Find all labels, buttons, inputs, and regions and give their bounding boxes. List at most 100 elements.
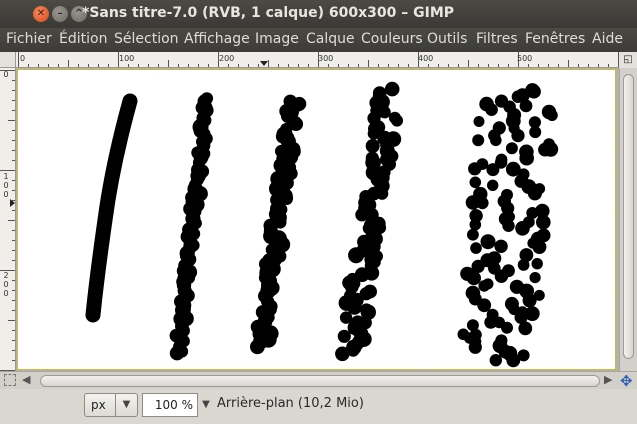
- ruler-label: 1 0 0: [3, 172, 9, 199]
- brush-dot: [519, 99, 533, 113]
- brush-dot: [526, 207, 539, 219]
- brush-dot: [470, 242, 482, 254]
- ruler-vertical[interactable]: 0 1 0 0 2 0 0: [0, 68, 16, 371]
- chevron-down-icon[interactable]: ▼: [115, 394, 137, 416]
- brush-dot: [346, 344, 360, 357]
- brush-dot: [538, 142, 552, 157]
- horizontal-scroll-row: ◀ ▶ ✥: [0, 371, 637, 390]
- menu-bar: Fichier Édition Sélection Affichage Imag…: [0, 28, 637, 52]
- close-icon[interactable]: ✕: [33, 6, 49, 22]
- chevron-down-icon[interactable]: ▼: [202, 399, 210, 410]
- layer-info: Arrière-plan (10,2 Mio): [217, 396, 364, 411]
- brush-dot: [529, 272, 541, 284]
- ruler-pointer-icon: [260, 61, 268, 66]
- ruler-label: 500: [517, 54, 533, 63]
- brush-dot: [466, 271, 481, 286]
- menu-edition[interactable]: Édition: [59, 31, 108, 47]
- brush-dot: [360, 304, 376, 320]
- brush-dot: [468, 162, 482, 176]
- brush-dot: [529, 126, 542, 139]
- zoom-value: 100 %: [154, 398, 193, 412]
- vertical-scrollbar-thumb[interactable]: [623, 74, 634, 359]
- brush-dot: [466, 319, 479, 332]
- brush-dot: [384, 81, 400, 97]
- canvas-area[interactable]: [16, 68, 619, 371]
- brush-dot: [367, 127, 380, 140]
- brush-dot: [531, 258, 543, 270]
- brush-dot: [339, 311, 353, 324]
- brush-dot: [473, 116, 485, 127]
- zoom-input[interactable]: 100 %: [142, 393, 198, 417]
- brush-dot: [518, 321, 533, 336]
- brush-dot: [468, 340, 482, 354]
- ruler-horizontal[interactable]: 0 100 200 300 400 500: [16, 52, 619, 68]
- brush-dot: [465, 195, 481, 210]
- brush-dot: [536, 214, 551, 230]
- brush-dot: [477, 298, 492, 313]
- ruler-vertical-ticks: [0, 70, 15, 371]
- unit-select[interactable]: px ▼: [84, 393, 138, 417]
- brush-dot: [505, 161, 521, 177]
- drawing: [85, 81, 559, 368]
- brush-dot: [337, 329, 351, 343]
- brush-dot: [263, 228, 280, 245]
- brush-dot: [469, 218, 482, 231]
- menu-filtres[interactable]: Filtres: [476, 31, 518, 47]
- brush-dot: [467, 228, 479, 241]
- ruler-label: 300: [318, 54, 334, 63]
- vertical-scrollbar[interactable]: [619, 68, 637, 371]
- window-title: *Sans titre-7.0 (RVB, 1 calque) 600x300 …: [82, 5, 455, 21]
- ruler-pointer-icon: [10, 199, 15, 207]
- brush-dot: [522, 293, 537, 308]
- brush-dot: [472, 134, 485, 147]
- menu-calque[interactable]: Calque: [306, 31, 355, 47]
- ruler-label: 0: [3, 70, 9, 79]
- brush-dot: [519, 248, 534, 262]
- menu-couleurs[interactable]: Couleurs: [361, 31, 423, 47]
- menu-selection[interactable]: Sélection: [114, 31, 179, 47]
- brush-dot: [469, 209, 483, 223]
- brush-dot: [490, 134, 502, 147]
- brush-dot: [533, 289, 545, 301]
- horizontal-scrollbar-thumb[interactable]: [40, 375, 600, 387]
- status-bar: px ▼ 100 % ▼ Arrière-plan (10,2 Mio): [0, 389, 637, 424]
- brush-dot: [489, 354, 502, 367]
- brush-dot: [480, 234, 496, 250]
- brush-dot: [469, 176, 482, 189]
- menu-fichier[interactable]: Fichier: [6, 31, 52, 47]
- unit-value: px: [91, 398, 106, 412]
- brush-dot: [515, 221, 530, 236]
- maximize-icon[interactable]: ^: [71, 6, 87, 22]
- navigate-icon[interactable]: ✥: [620, 372, 633, 390]
- brush-dot: [487, 179, 499, 191]
- image-canvas[interactable]: [17, 69, 616, 370]
- brush-dot: [515, 88, 530, 103]
- brush-dot: [391, 114, 403, 127]
- minimize-icon[interactable]: –: [52, 6, 68, 22]
- brush-dot: [506, 353, 521, 368]
- brush-dot: [250, 339, 265, 355]
- title-bar: ✕ – ^ *Sans titre-7.0 (RVB, 1 calque) 60…: [0, 0, 637, 28]
- brush-dot: [527, 186, 542, 201]
- scroll-right-icon[interactable]: ▶: [604, 373, 613, 386]
- brush-dot: [502, 219, 515, 232]
- brush-dot: [482, 278, 494, 290]
- menu-affichage[interactable]: Affichage: [184, 31, 250, 47]
- menu-image[interactable]: Image: [255, 31, 299, 47]
- brush-dot: [514, 310, 528, 324]
- menu-outils[interactable]: Outils: [427, 31, 468, 47]
- brush-dot: [494, 239, 508, 253]
- menu-fenetres[interactable]: Fenêtres: [525, 31, 586, 47]
- brush-dot: [519, 150, 534, 166]
- zoom-to-fit-icon[interactable]: ◱: [619, 52, 637, 68]
- brush-dot: [517, 349, 530, 362]
- ruler-label: 100: [119, 54, 135, 63]
- brush-dot: [471, 259, 485, 273]
- scroll-left-icon[interactable]: ◀: [22, 373, 31, 386]
- brush-stroke-dots: [169, 81, 559, 368]
- brush-dot: [484, 315, 498, 329]
- quick-mask-icon[interactable]: [4, 374, 16, 386]
- menu-aide[interactable]: Aide: [592, 31, 623, 47]
- brush-dot: [347, 300, 362, 315]
- brush-dot: [532, 240, 547, 254]
